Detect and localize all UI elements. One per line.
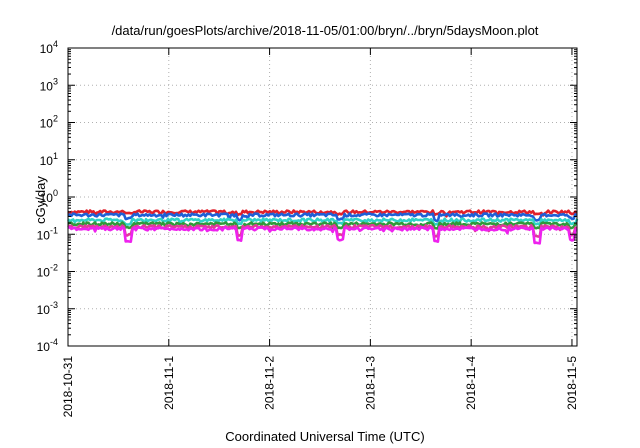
y-tick-label: 10-3 [37, 300, 58, 317]
x-tick-label: 2018-11-5 [565, 356, 579, 410]
x-tick-label: 2018-10-31 [61, 356, 75, 418]
series-group [67, 209, 579, 245]
y-tick-label: 103 [40, 76, 58, 93]
y-tick-label: 100 [40, 188, 58, 205]
x-axis-label: Coordinated Universal Time (UTC) [225, 429, 424, 444]
x-tick-label: 2018-11-1 [162, 356, 176, 410]
y-tick-label: 10-2 [37, 263, 58, 280]
y-tick-label: 101 [40, 151, 58, 168]
series-line-3 [67, 217, 579, 227]
x-tick-label: 2018-11-2 [263, 356, 277, 410]
y-axis-label: cGy/day [33, 176, 48, 224]
x-tick-label: 2018-11-4 [464, 356, 478, 410]
y-tick-label: 104 [40, 39, 58, 56]
series-line-2 [67, 212, 578, 223]
y-tick-label: 10-4 [37, 337, 58, 354]
x-tick-label: 2018-11-3 [363, 356, 377, 410]
x-axis: 2018-10-31 2018-11-1 2018-11-2 2018-11-3 201… [61, 48, 579, 417]
y-tick-label: 10-1 [37, 225, 58, 242]
series-line-6 [68, 226, 578, 245]
y-tick-label: 102 [40, 114, 58, 131]
series-line-5 [67, 224, 578, 238]
series-line-4 [67, 221, 578, 230]
grid [68, 48, 577, 346]
y-axis: 10-4 10-3 10-2 10-1 100 101 102 103 104 [37, 39, 577, 354]
chart-title: /data/run/goesPlots/archive/2018-11-05/0… [112, 23, 539, 38]
